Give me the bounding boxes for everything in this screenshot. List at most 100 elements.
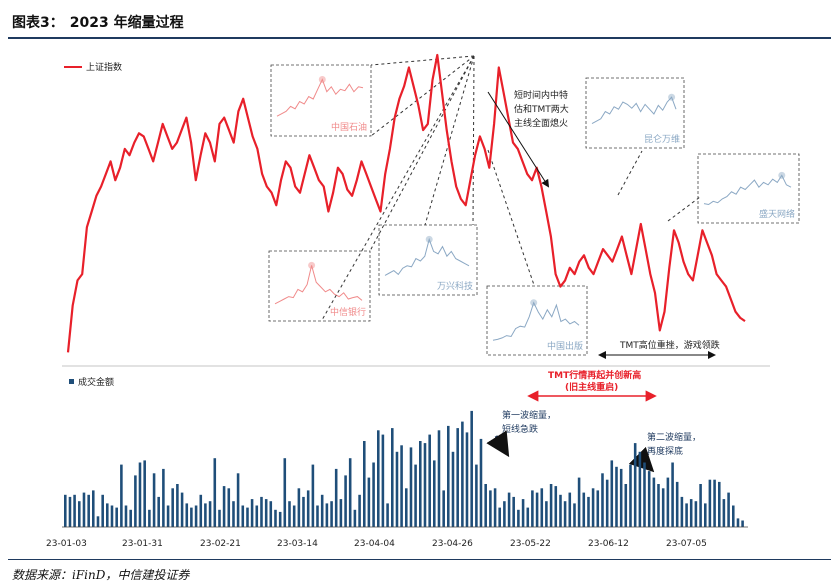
volume-bar xyxy=(587,496,590,527)
volume-bar xyxy=(736,518,740,527)
volume-bar xyxy=(512,496,515,527)
volume-bar xyxy=(148,509,151,527)
volume-bar xyxy=(190,507,193,527)
inset-frame xyxy=(270,64,372,137)
short-term-note: 短时间内中特 估和TMT两大 主线全面熄火 xyxy=(514,89,572,129)
volume-bar xyxy=(166,505,170,527)
volume-bar xyxy=(302,496,305,527)
volume-bar xyxy=(685,503,688,527)
volume-bar xyxy=(363,441,366,527)
volume-bar xyxy=(423,443,427,527)
volume-bar xyxy=(484,484,487,527)
x-tick-label: 23-02-21 xyxy=(200,539,241,549)
figure-title: 2023 年缩量过程 xyxy=(69,15,184,31)
volume-bar xyxy=(409,447,413,527)
volume-bar xyxy=(610,460,614,528)
inset-peak-marker xyxy=(425,235,433,243)
volume-bar xyxy=(316,505,319,527)
volume-bar xyxy=(615,466,618,527)
volume-bar xyxy=(489,490,492,527)
inset-sparkline xyxy=(384,237,470,276)
volume-bar xyxy=(386,503,389,527)
volume-bar xyxy=(433,460,436,528)
volume-bar xyxy=(563,501,567,527)
volume-bar xyxy=(633,443,637,527)
volume-bar xyxy=(143,460,146,528)
volume-bar xyxy=(591,488,595,527)
figure-header: 图表3： 2023 年缩量过程 xyxy=(12,12,190,32)
volume-bar xyxy=(82,492,86,527)
volume-bar xyxy=(643,462,646,527)
legend-bar-swatch xyxy=(69,379,74,384)
volume-bar xyxy=(278,511,282,527)
volume-bar xyxy=(465,432,469,527)
figure-label: 图表3： xyxy=(12,15,64,31)
volume-bar xyxy=(199,494,203,528)
volume-bar xyxy=(442,490,445,527)
x-tick-label: 23-07-05 xyxy=(666,539,707,549)
volume-bar xyxy=(596,490,600,527)
volume-bar xyxy=(619,468,623,527)
volume-bar xyxy=(629,464,632,527)
inset-frame xyxy=(378,224,478,296)
volume-bar xyxy=(250,499,254,527)
wave1-note-line-1: 第一波缩量， xyxy=(502,409,556,421)
volume-bar xyxy=(78,501,81,527)
volume-bar xyxy=(311,464,315,527)
volume-bar xyxy=(353,509,357,527)
volume-bar xyxy=(96,516,100,528)
volume-bar xyxy=(666,477,670,528)
volume-bar xyxy=(718,481,721,527)
legend-index-label: 上证指数 xyxy=(86,61,122,73)
inset-label: 万兴科技 xyxy=(437,280,473,292)
volume-bar xyxy=(334,468,338,527)
volume-bar xyxy=(227,488,231,527)
inset-chart: 中国出版 xyxy=(486,285,588,356)
volume-bar xyxy=(306,490,310,527)
x-tick-label: 23-01-31 xyxy=(122,539,163,549)
volume-bar xyxy=(320,494,324,528)
inset-chart: 中信银行 xyxy=(268,250,371,322)
legend-volume-label: 成交金额 xyxy=(78,376,114,388)
inset-peak-marker xyxy=(318,76,326,83)
volume-bar xyxy=(297,488,301,527)
volume-bar xyxy=(232,501,235,527)
short-term-note-line-1: 短时间内中特 xyxy=(514,89,568,101)
inset-peak-marker xyxy=(530,299,538,307)
volume-bar xyxy=(138,462,142,527)
volume-bar xyxy=(419,441,422,527)
volume-bar xyxy=(708,479,712,527)
volume-bar xyxy=(652,477,656,528)
inset-sparkline xyxy=(276,78,364,117)
volume-bar xyxy=(451,451,455,528)
connector-lines xyxy=(321,55,701,321)
volume-bar xyxy=(475,464,478,527)
volume-bar xyxy=(680,496,684,527)
volume-bar xyxy=(344,475,347,527)
inset-frame xyxy=(486,285,588,356)
short-term-note-line-2: 估和TMT两大 xyxy=(514,103,569,115)
volume-bar xyxy=(704,503,707,527)
header-rule xyxy=(8,37,831,39)
tmt-restart-subnote: (旧主线重启) xyxy=(565,381,618,393)
volume-bar xyxy=(274,509,277,527)
x-tick-labels: 23-01-03 23-01-31 23-02-21 23-03-14 23-04-04… xyxy=(46,539,707,549)
wave1-note: 第一波缩量， 短线急跌 xyxy=(502,409,559,435)
volume-bar xyxy=(339,499,343,527)
volume-bar xyxy=(208,501,212,527)
volume-bar xyxy=(456,428,459,527)
volume-bar xyxy=(414,464,417,527)
volume-bar xyxy=(582,492,586,527)
volume-bar xyxy=(162,468,165,527)
volume-bar xyxy=(675,481,679,527)
wave1-arrow xyxy=(486,430,510,458)
volume-bar xyxy=(106,503,109,527)
volume-bar xyxy=(120,464,123,527)
volume-bar xyxy=(152,473,156,528)
short-term-note-line-3: 主线全面熄火 xyxy=(514,117,568,129)
volume-bar xyxy=(204,503,207,527)
volume-bar xyxy=(292,505,296,527)
inset-label: 中信银行 xyxy=(330,306,366,318)
volume-bar xyxy=(101,494,104,528)
